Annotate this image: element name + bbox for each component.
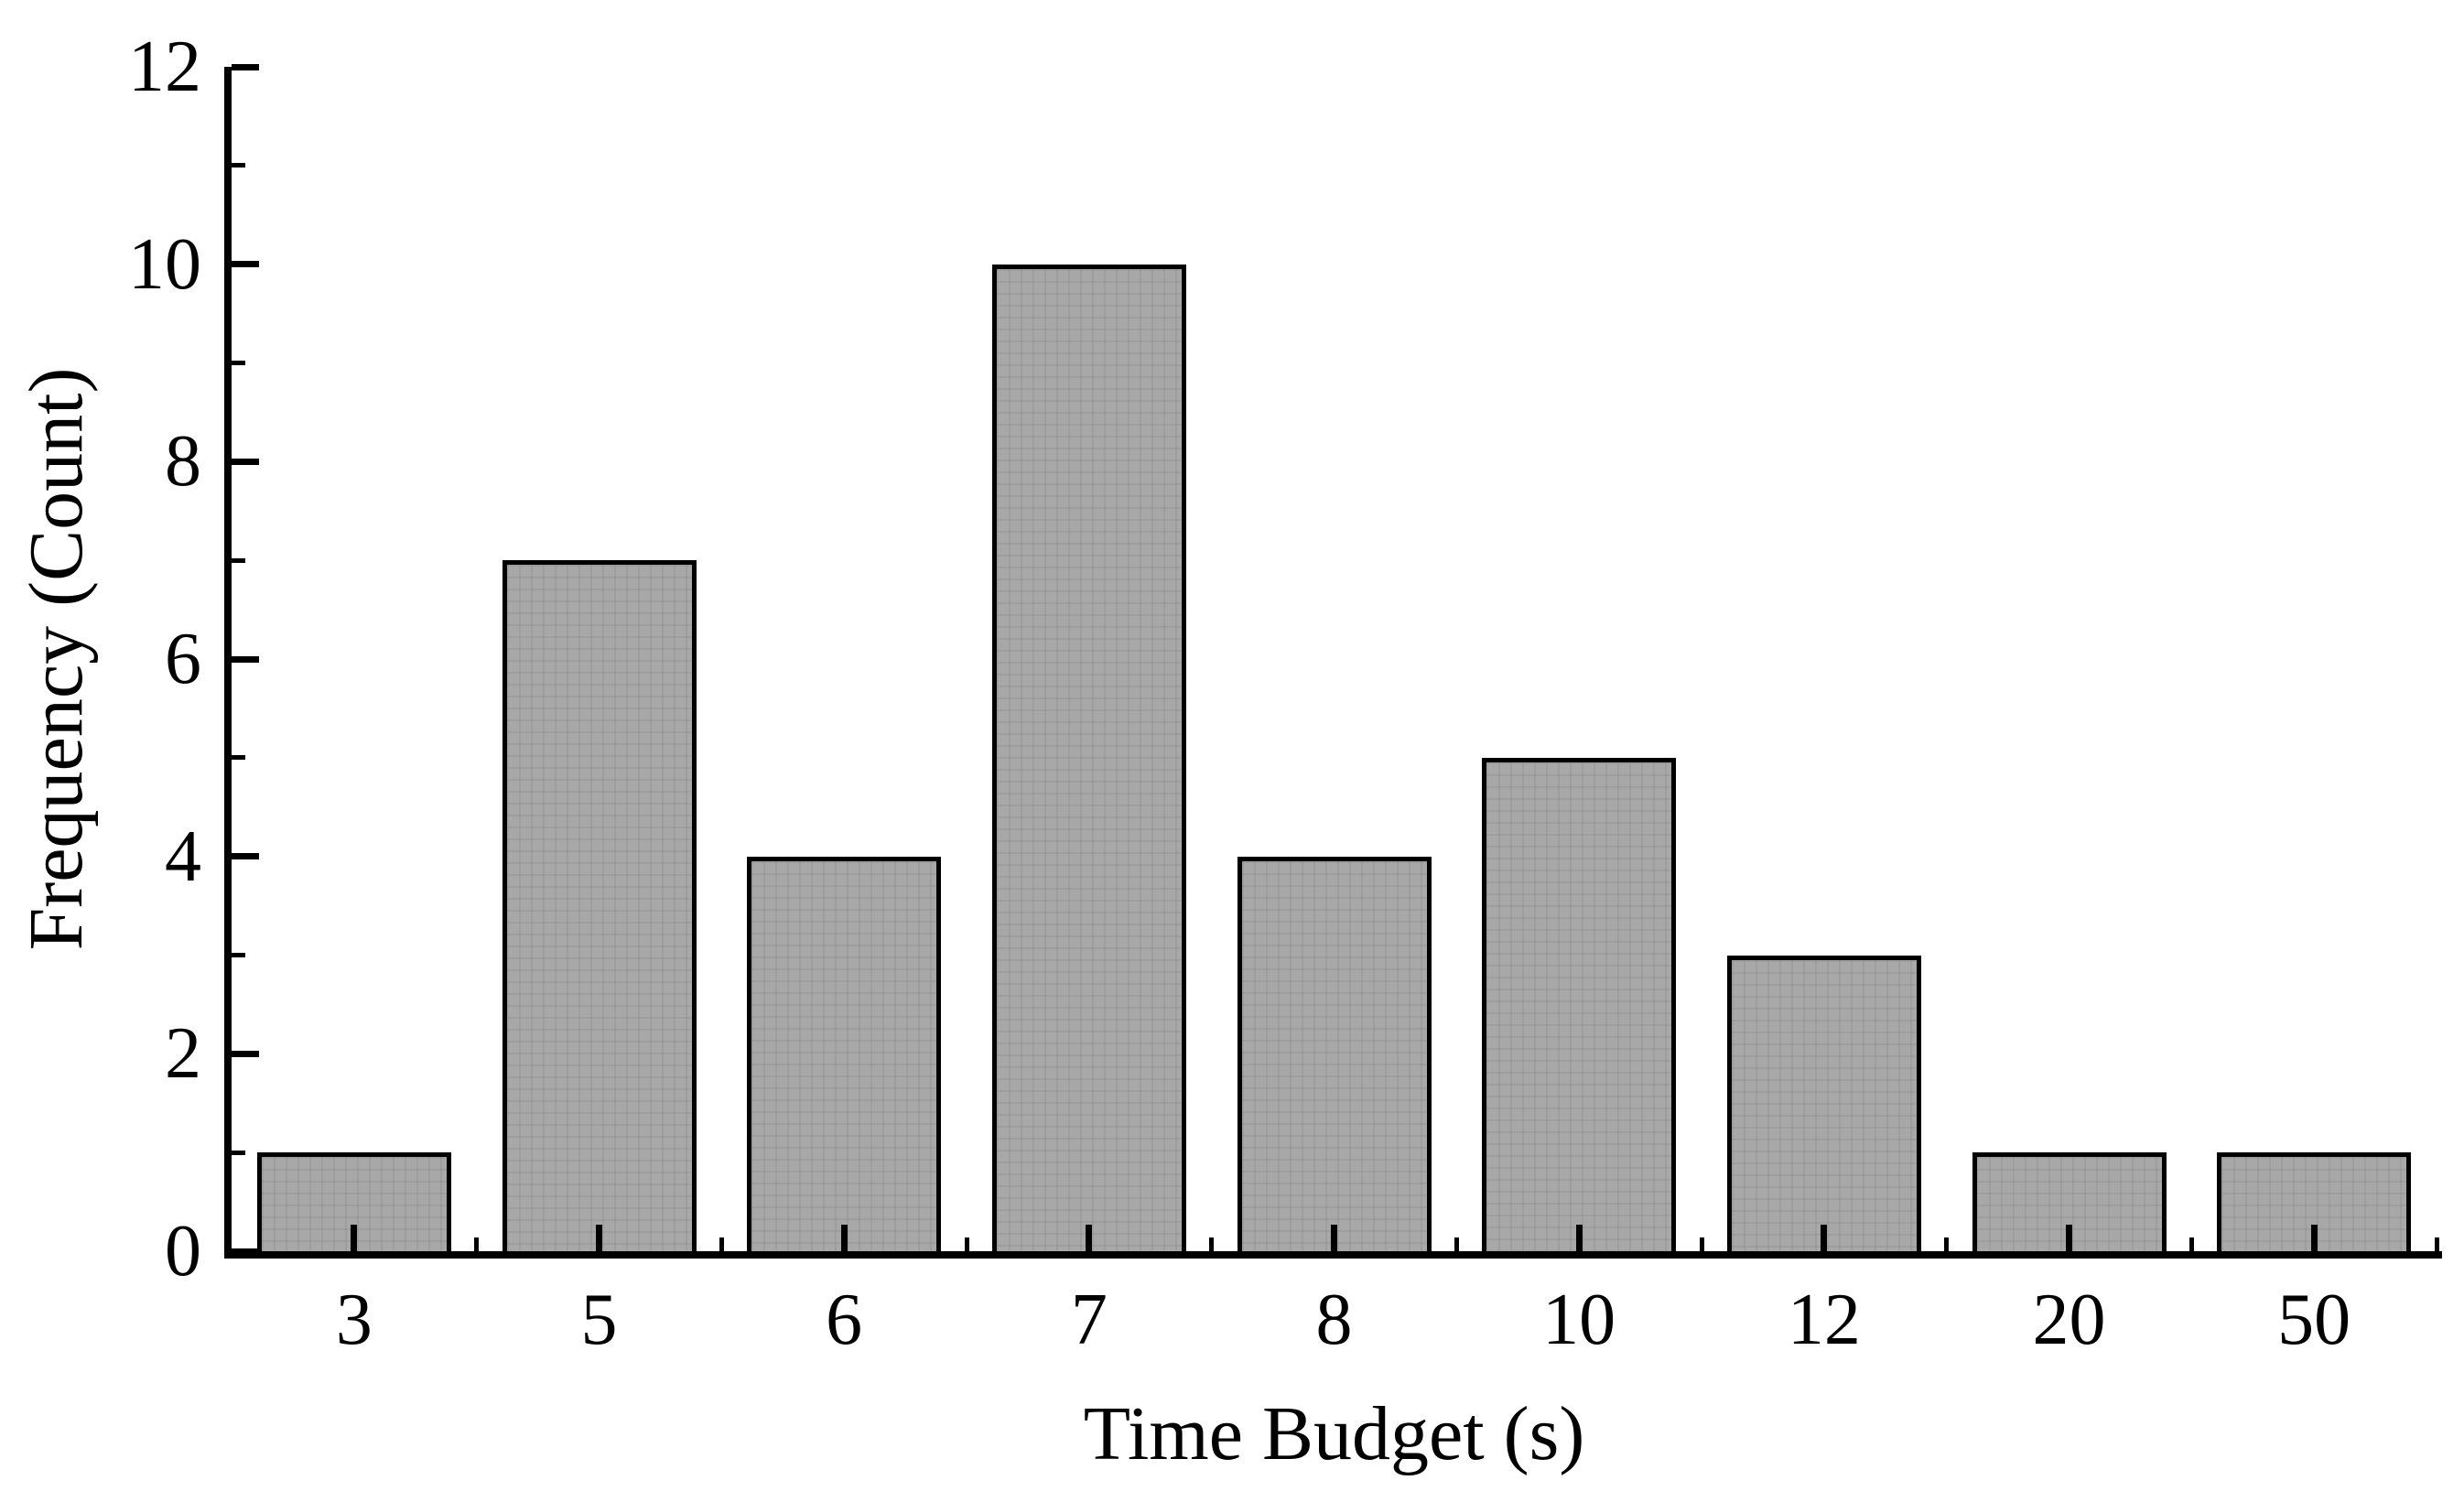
bar xyxy=(1237,856,1432,1251)
x-minor-tick xyxy=(1454,1237,1459,1251)
x-major-tick xyxy=(1821,1225,1828,1251)
y-tick-label: 0 xyxy=(165,1211,201,1291)
y-minor-tick xyxy=(232,163,245,168)
x-minor-tick xyxy=(964,1237,969,1251)
x-minor-tick xyxy=(2434,1237,2439,1251)
x-major-tick xyxy=(596,1225,602,1251)
x-minor-tick xyxy=(719,1237,724,1251)
bar xyxy=(991,264,1186,1251)
x-tick-label: 5 xyxy=(580,1280,618,1360)
y-major-tick xyxy=(232,261,259,268)
x-major-tick xyxy=(840,1225,848,1251)
bar xyxy=(1726,955,1921,1251)
bar xyxy=(1482,757,1677,1251)
x-tick-label: 7 xyxy=(1070,1280,1108,1360)
y-major-tick xyxy=(232,655,259,663)
x-major-tick xyxy=(2066,1225,2072,1251)
x-tick-label: 6 xyxy=(826,1280,863,1360)
y-axis-line xyxy=(224,67,232,1259)
x-tick-label: 50 xyxy=(2277,1280,2351,1360)
y-major-tick xyxy=(232,853,259,860)
x-major-tick xyxy=(1086,1225,1093,1251)
x-minor-tick xyxy=(1944,1237,1950,1251)
x-tick-label: 12 xyxy=(1787,1280,1861,1360)
x-minor-tick xyxy=(2188,1237,2194,1251)
x-axis-title: Time Budget (s) xyxy=(1083,1391,1585,1476)
bar xyxy=(747,856,942,1251)
x-tick-label: 20 xyxy=(2032,1280,2106,1360)
y-major-tick xyxy=(232,1050,259,1057)
x-major-tick xyxy=(2310,1225,2318,1251)
y-minor-tick xyxy=(232,953,245,957)
y-tick-label: 12 xyxy=(128,27,201,107)
x-tick-label: 8 xyxy=(1315,1280,1353,1360)
x-tick-label: 10 xyxy=(1542,1280,1616,1360)
x-tick-label: 3 xyxy=(335,1280,373,1360)
y-tick-label: 2 xyxy=(165,1013,201,1095)
x-major-tick xyxy=(351,1225,358,1251)
y-major-tick xyxy=(232,458,259,465)
y-minor-tick xyxy=(232,557,245,563)
x-major-tick xyxy=(1575,1225,1583,1251)
y-major-tick xyxy=(232,1248,259,1255)
x-minor-tick xyxy=(1699,1237,1704,1251)
y-minor-tick xyxy=(232,1150,245,1155)
x-minor-tick xyxy=(1209,1237,1215,1251)
y-tick-label: 6 xyxy=(165,619,201,699)
y-tick-label: 8 xyxy=(165,421,201,502)
y-minor-tick xyxy=(232,361,245,365)
x-axis-line xyxy=(224,1251,2442,1259)
bar xyxy=(256,1152,451,1251)
bar xyxy=(502,560,697,1251)
y-major-tick xyxy=(232,63,259,70)
y-minor-tick xyxy=(232,755,245,761)
x-minor-tick xyxy=(474,1237,480,1251)
x-major-tick xyxy=(1331,1225,1337,1251)
y-tick-label: 10 xyxy=(128,223,201,305)
y-tick-label: 4 xyxy=(165,816,201,897)
